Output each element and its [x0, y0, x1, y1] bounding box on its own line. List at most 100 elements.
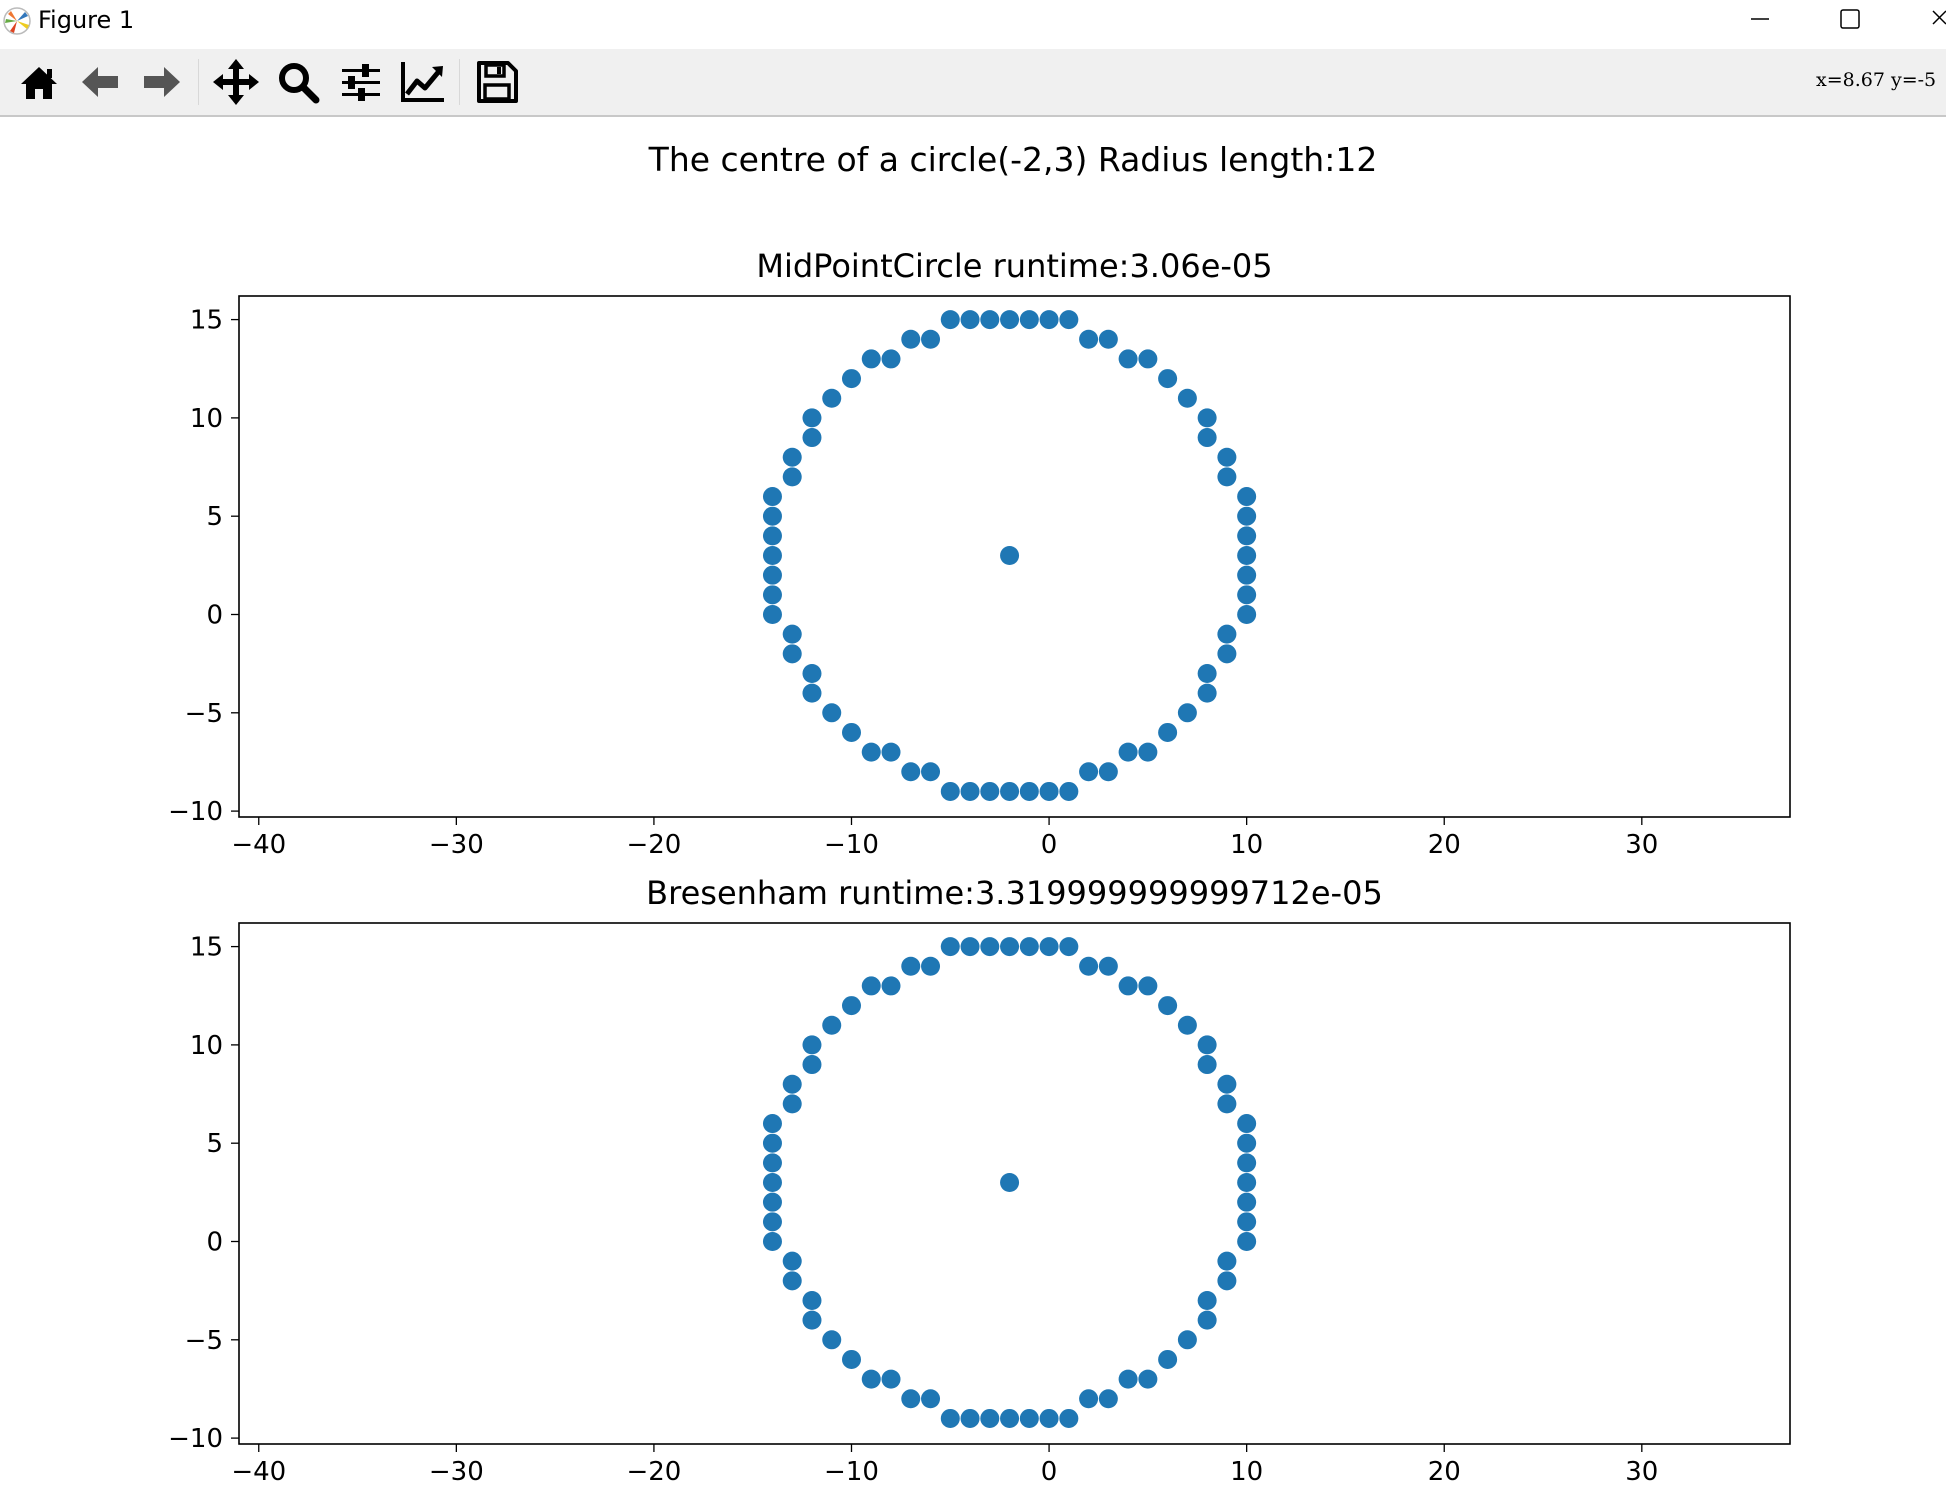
scatter-point — [1158, 1349, 1178, 1369]
scatter-point — [1197, 663, 1217, 683]
y-tick-label: −5 — [185, 1326, 223, 1356]
scatter-point — [1000, 1173, 1020, 1193]
home-icon — [21, 67, 57, 99]
scatter-point — [1217, 624, 1237, 644]
scatter-point — [1217, 1251, 1237, 1271]
sliders-icon — [342, 64, 380, 101]
scatter-point — [1197, 1310, 1217, 1330]
navigation-toolbar: x=8.67 y=-5 — [0, 49, 1946, 117]
scatter-point — [782, 447, 802, 467]
scatter-point — [782, 1074, 802, 1094]
y-tick-label: 10 — [190, 404, 223, 434]
scatter-point — [921, 1389, 941, 1409]
x-tick-label: −30 — [429, 1457, 484, 1487]
scatter-point — [1237, 1173, 1257, 1193]
scatter-point — [1138, 1369, 1158, 1389]
scatter-point — [940, 1408, 960, 1428]
scatter-point — [1237, 1114, 1257, 1134]
move-icon — [213, 59, 259, 105]
x-tick-label: −10 — [824, 1457, 879, 1487]
scatter-point — [1197, 428, 1217, 448]
scatter-point — [1158, 996, 1178, 1016]
y-tick-label: −10 — [168, 1424, 223, 1454]
midpoint-circle-axes[interactable]: MidPointCircle runtime:3.06e-05 −40 −30 −20… — [168, 247, 1791, 860]
configure-subplots-button[interactable] — [336, 57, 386, 107]
zoom-button[interactable] — [273, 57, 323, 107]
bresenham-axes[interactable]: Bresenham runtime:3.319999999999712e-05 −… — [168, 874, 1791, 1487]
scatter-point — [782, 1251, 802, 1271]
scatter-point — [841, 369, 861, 389]
scatter-point — [1098, 762, 1118, 782]
scatter-point — [1019, 781, 1039, 801]
scatter-point — [1217, 447, 1237, 467]
axes-title: Bresenham runtime:3.319999999999712e-05 — [646, 874, 1383, 912]
x-tick-label: −10 — [824, 830, 879, 860]
scatter-point — [1079, 1389, 1099, 1409]
toolbar-separator — [198, 59, 199, 105]
scatter-point — [782, 644, 802, 664]
scatter-point — [861, 742, 881, 762]
scatter-point — [1158, 722, 1178, 742]
scatter-point — [1000, 546, 1020, 566]
scatter-point — [881, 976, 901, 996]
scatter-point — [980, 781, 1000, 801]
edit-axes-button[interactable] — [398, 57, 448, 107]
figure-suptitle: The centre of a circle(-2,3) Radius leng… — [648, 140, 1378, 179]
axes-title: MidPointCircle runtime:3.06e-05 — [756, 247, 1272, 285]
scatter-point — [1098, 1389, 1118, 1409]
scatter-point — [1138, 349, 1158, 369]
maximize-button[interactable] — [1810, 0, 1890, 40]
scatter-point — [802, 1290, 822, 1310]
forward-button[interactable] — [136, 57, 186, 107]
scatter-point — [822, 1015, 842, 1035]
x-tick-label: 30 — [1625, 830, 1658, 860]
scatter-point — [1177, 1015, 1197, 1035]
scatter-point — [861, 1369, 881, 1389]
pan-button[interactable] — [211, 57, 261, 107]
scatter-point — [881, 742, 901, 762]
x-tick-label: 0 — [1041, 830, 1058, 860]
scatter-point — [881, 1369, 901, 1389]
y-tick-label: 0 — [206, 600, 223, 630]
axes-frame — [238, 922, 1791, 1445]
scatter-point — [1197, 408, 1217, 428]
scatter-point — [1059, 310, 1079, 330]
scatter-point — [822, 703, 842, 723]
scatter-point — [1197, 1055, 1217, 1075]
scatter-point — [881, 349, 901, 369]
scatter-point — [1019, 1408, 1039, 1428]
scatter-point — [1217, 467, 1237, 487]
x-tick-label: −30 — [429, 830, 484, 860]
y-tick-label: 5 — [206, 1129, 223, 1159]
scatter-point — [841, 722, 861, 742]
y-tick-label: 15 — [190, 306, 223, 336]
scatter-point — [1197, 683, 1217, 703]
save-button[interactable] — [472, 57, 522, 107]
scatter-point — [921, 956, 941, 976]
minimize-button[interactable] — [1720, 0, 1800, 40]
scatter-point — [1000, 1408, 1020, 1428]
scatter-point — [1059, 1408, 1079, 1428]
scatter-point — [1197, 1035, 1217, 1055]
window-title: Figure 1 — [38, 6, 135, 34]
scatter-point — [1000, 937, 1020, 957]
scatter-point — [1098, 956, 1118, 976]
scatter-point — [762, 585, 782, 605]
scatter-point — [1079, 329, 1099, 349]
y-tick-label: −5 — [185, 699, 223, 729]
scatter-point — [1079, 762, 1099, 782]
scatter-point — [1118, 1369, 1138, 1389]
scatter-point — [1237, 487, 1257, 507]
scatter-point — [1237, 546, 1257, 566]
scatter-point — [762, 506, 782, 526]
scatter-point — [762, 604, 782, 624]
home-button[interactable] — [14, 57, 64, 107]
x-tick-label: −20 — [626, 830, 681, 860]
close-button[interactable] — [1900, 0, 1946, 40]
scatter-point — [901, 1389, 921, 1409]
axes-frame — [238, 295, 1791, 818]
scatter-point — [1118, 742, 1138, 762]
back-button[interactable] — [76, 57, 126, 107]
scatter-point — [1019, 310, 1039, 330]
y-tick-label: 5 — [206, 502, 223, 532]
